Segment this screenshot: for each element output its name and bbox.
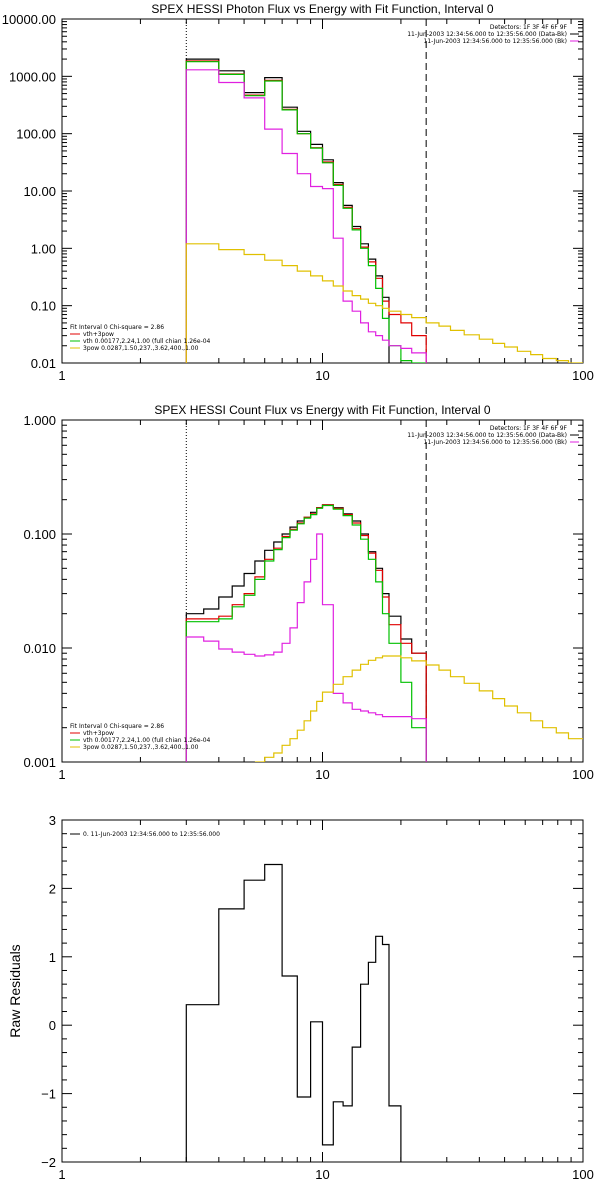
chart-panel-1: SPEX HESSI Count Flux vs Energy with Fit… (23, 403, 593, 782)
x-tick-label: 10 (315, 1167, 329, 1182)
legend-entry: vth 0.00177,2.24,1.00 (full chian 1.26e-… (83, 338, 211, 345)
info-line: 11-Jun-2003 12:34:56.000 to 12:35:56.000… (424, 38, 567, 45)
x-tick-label: 10 (315, 368, 329, 383)
data-series-2 (185, 61, 427, 363)
x-tick-label: 1 (58, 1167, 65, 1182)
data-series-0 (185, 863, 402, 1162)
x-tick-label: 1 (58, 368, 65, 383)
chart-title: SPEX HESSI Photon Flux vs Energy with Fi… (151, 2, 493, 16)
x-tick-label: 100 (572, 767, 594, 782)
y-tick-label: 1.00 (31, 241, 56, 256)
info-line: Detectors: 1F 3F 4F 6F 9F (490, 425, 568, 432)
chart-panel-0: SPEX HESSI Photon Flux vs Energy with Fi… (2, 2, 594, 383)
y-tick-label: 1.000 (23, 413, 56, 428)
y-tick-label: −1 (41, 1087, 56, 1102)
info-line: 11-Jun-2003 12:34:56.000 to 12:35:56.000… (407, 31, 567, 38)
y-axis-label: Raw Residuals (7, 944, 23, 1037)
data-series-4 (254, 655, 583, 762)
data-series-4 (185, 243, 583, 363)
chart-title: SPEX HESSI Count Flux vs Energy with Fit… (154, 403, 490, 417)
legend-entry: Fit Interval 0 Chi-square = 2.86 (70, 723, 164, 730)
legend-entry: vth+3pow (83, 331, 114, 338)
legend-entry: 0. 11-Jun-2003 12:34:56.000 to 12:35:56.… (83, 831, 220, 838)
y-tick-label: 100.00 (16, 127, 56, 142)
x-tick-label: 1 (58, 767, 65, 782)
y-tick-label: 0.01 (31, 356, 56, 371)
y-tick-label: 10.00 (23, 184, 56, 199)
data-series-3 (185, 69, 427, 363)
y-tick-label: 0.10 (31, 299, 56, 314)
y-tick-label: 10000.00 (2, 12, 56, 27)
info-line: Detectors: 1F 3F 4F 6F 9F (490, 24, 568, 31)
data-series-0 (185, 58, 390, 363)
y-tick-label: 0 (49, 1018, 56, 1033)
legend-entry: 3pow 0.0287,1.50,237.,3.62,400.,1.00 (83, 345, 199, 352)
x-tick-label: 10 (315, 767, 329, 782)
y-tick-label: 2 (49, 881, 56, 896)
info-line: 11-Jun-2003 12:34:56.000 to 12:35:56.000… (424, 439, 567, 446)
data-series-3 (185, 533, 427, 762)
plot-frame (61, 18, 584, 364)
data-series-1 (185, 60, 427, 363)
y-tick-label: 0.100 (23, 527, 56, 542)
x-tick-label: 100 (572, 1167, 594, 1182)
y-tick-label: −2 (41, 1155, 56, 1170)
y-tick-label: 3 (49, 813, 56, 828)
data-series-2 (185, 504, 427, 762)
info-line: 11-Jun-2003 12:34:56.000 to 12:35:56.000… (407, 432, 567, 439)
legend-entry: vth 0.00177,2.24,1.00 (full chian 1.26e-… (83, 737, 211, 744)
legend-entry: Fit Interval 0 Chi-square = 2.86 (70, 324, 164, 331)
legend-entry: vth+3pow (83, 730, 114, 737)
y-tick-label: 1000.00 (9, 69, 56, 84)
y-tick-label: 0.010 (23, 641, 56, 656)
chart-panel-2: Raw Residuals 1 10 100 −2 −1 0 1 2 3 0. 11-Jun-200… (7, 813, 594, 1182)
y-tick-label: 1 (49, 950, 56, 965)
y-tick-label: 0.001 (23, 755, 56, 770)
x-tick-label: 100 (572, 368, 594, 383)
data-series-0 (185, 504, 427, 762)
data-series-1 (185, 504, 427, 762)
legend-entry: 3pow 0.0287,1.50,237.,3.62,400.,1.00 (83, 744, 199, 751)
